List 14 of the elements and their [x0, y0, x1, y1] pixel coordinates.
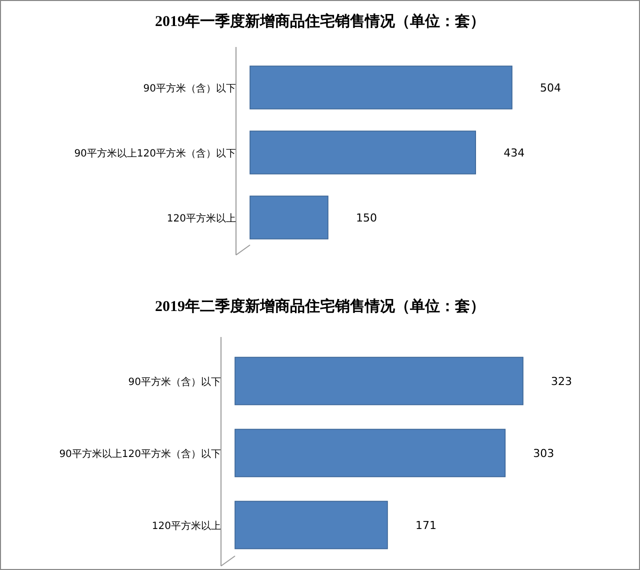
y-tick-label: 90平方米以上120平方米（含）以下: [59, 448, 221, 460]
y-tick-label: 90平方米（含）以下: [143, 82, 236, 94]
data-label: 323: [551, 375, 572, 388]
chart-title: 2019年一季度新增商品住宅销售情况（单位：套）: [155, 12, 485, 30]
y-tick-label: 120平方米以上: [152, 520, 221, 532]
data-label: 434: [504, 146, 525, 160]
data-label: 504: [540, 82, 561, 94]
y-tick-label: 120平方米以上: [166, 212, 236, 224]
y-tick-label: 90平方米以上120平方米（含）以下: [74, 148, 236, 160]
data-label: 150: [356, 212, 377, 224]
y-tick-label: 90平方米（含）以下: [128, 376, 221, 388]
data-label: 171: [415, 519, 436, 532]
data-label: 303: [533, 447, 554, 460]
chart-title: 2019年二季度新增商品住宅销售情况（单位：套）: [155, 297, 485, 315]
